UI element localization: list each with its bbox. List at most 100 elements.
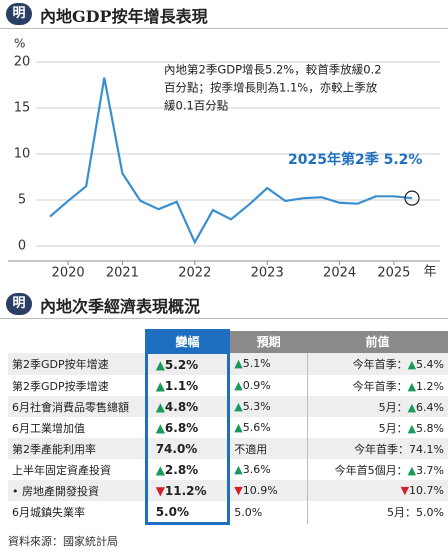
source: 資料來源：國家統計局 <box>8 535 118 548</box>
forecast-cell: ▲5.6% <box>228 417 308 438</box>
forecast-cell: ▲3.6% <box>228 459 308 480</box>
cell-value: 5.3% <box>242 400 271 413</box>
cell-value: 5.0% <box>416 506 444 520</box>
row-label: 第2季產能利用率 <box>8 438 147 459</box>
y-tick-label: 20 <box>14 55 31 70</box>
arrow: ▲ <box>155 357 165 372</box>
table-title: 內地次季經濟表現概況 <box>40 297 201 316</box>
change-cell: ▲6.8% <box>144 417 231 438</box>
cell-value: 4.8% <box>164 399 199 414</box>
table-row: 6月社會消費品零售總額 ▲4.8% ▲5.3% 5月：▲6.4% <box>8 396 448 417</box>
change-cell: 74.0% <box>144 438 231 459</box>
y-tick-label: 0 <box>18 239 26 254</box>
cell-value: 5.0% <box>155 504 189 519</box>
table-row: 6月城鎮失業率 5.0% 5.0% 5月：5.0% <box>8 501 448 525</box>
change-cell: ▲4.8% <box>144 396 231 417</box>
change-cell: ▲1.1% <box>144 375 231 396</box>
chart-header: 明 內地GDP按年增長表現 <box>0 0 448 29</box>
x-tick-label: 2024 <box>323 266 356 281</box>
y-tick-label: 15 <box>14 101 31 116</box>
cell-value: 5.1% <box>242 357 271 371</box>
cell-value: 不適用 <box>234 442 268 456</box>
x-unit: 年 <box>423 265 436 280</box>
cell-value: 10.9% <box>242 484 278 497</box>
cell-value: 1.2% <box>416 379 444 393</box>
table-row: 第2季GDP按年增速 ▲5.2% ▲5.1% 今年首季：▲5.4% <box>8 352 448 375</box>
cell-prefix: 5月： <box>387 506 417 520</box>
arrow: ▲ <box>234 421 243 434</box>
arrow: ▼ <box>400 484 410 497</box>
cell-value: 3.7% <box>416 463 444 477</box>
cell-prefix: 今年首季： <box>354 442 410 456</box>
cell-value: 5.2% <box>164 357 199 372</box>
forecast-cell: ▼10.9% <box>228 480 308 501</box>
arrow: ▲ <box>155 399 165 414</box>
arrow: ▼ <box>234 484 243 497</box>
column-header: 變幅 <box>144 329 231 354</box>
annotation: 內地第2季GDP增長5.2%，較首季放緩0.2 <box>164 63 382 77</box>
table-row: 第2季GDP按季增速 ▲1.1% ▲0.9% 今年首季：▲1.2% <box>8 375 448 396</box>
cell-value: 0.9% <box>242 379 271 392</box>
arrow: ▲ <box>407 379 417 393</box>
data-table: 變幅 預期 前值 第2季GDP按年增速 ▲5.2% ▲5.1% 今年首季：▲5.4% 第… <box>8 329 448 525</box>
previous-cell: 今年首5個月：▲3.7% <box>307 459 448 480</box>
forecast-cell: 不適用 <box>228 438 308 459</box>
previous-cell: 今年首季：▲5.4% <box>307 352 448 375</box>
cell-value: 6.8% <box>164 420 199 435</box>
callout: 2025年第2季 5.2% <box>288 151 422 168</box>
table-row: 第2季產能利用率 74.0% 不適用 今年首季：74.1% <box>8 438 448 459</box>
arrow: ▲ <box>155 462 165 477</box>
cell-value: 6.4% <box>416 400 444 414</box>
cell-prefix: 5月： <box>378 400 408 414</box>
chart-title: 內地GDP按年增長表現 <box>40 7 208 26</box>
column-header: 前值 <box>307 330 448 353</box>
row-label: 6月城鎮失業率 <box>8 501 147 524</box>
change-cell: ▲2.8% <box>144 459 231 480</box>
arrow: ▲ <box>155 420 165 435</box>
forecast-cell: 5.0% <box>228 501 308 524</box>
table-row: 6月工業增加值 ▲6.8% ▲5.6% 5月：▲5.8% <box>8 417 448 438</box>
logo: 明 <box>6 293 32 315</box>
y-tick-label: 10 <box>14 147 31 162</box>
arrow: ▲ <box>234 400 243 413</box>
row-label: • 房地產開發投資 <box>8 480 147 501</box>
cell-value: 1.1% <box>164 378 199 393</box>
x-tick-label: 2021 <box>106 266 139 281</box>
forecast-cell: ▲5.3% <box>228 396 308 417</box>
table-row: • 房地產開發投資 ▼11.2% ▼10.9% ▼10.7% <box>8 480 448 501</box>
table-row: 上半年固定資產投資 ▲2.8% ▲3.6% 今年首5個月：▲3.7% <box>8 459 448 480</box>
arrow: ▲ <box>407 421 417 435</box>
arrow: ▲ <box>155 378 165 393</box>
cell-value: 5.0% <box>234 505 263 519</box>
cell-value: 3.6% <box>242 463 271 476</box>
arrow: ▼ <box>155 483 165 498</box>
row-label: 第2季GDP按年增速 <box>8 352 147 375</box>
table-header: 明 內地次季經濟表現概況 <box>0 290 448 319</box>
logo: 明 <box>6 3 32 25</box>
cell-prefix: 5月： <box>378 421 408 435</box>
cell-value: 5.4% <box>416 357 444 371</box>
column-header: 預期 <box>228 330 308 353</box>
annotation: 百分點；按季增長則為1.1%，亦較上季放 <box>164 81 378 95</box>
arrow: ▲ <box>407 463 417 477</box>
row-label: 6月工業增加值 <box>8 417 147 438</box>
line <box>49 77 413 245</box>
cell-prefix: 今年首季： <box>352 357 408 371</box>
change-cell: ▲5.2% <box>144 352 231 375</box>
row-label: 6月社會消費品零售總額 <box>8 396 147 417</box>
change-cell: ▼11.2% <box>144 480 231 501</box>
cell-value: 74.0% <box>155 441 198 456</box>
blank-header <box>8 330 147 353</box>
forecast-cell: ▲0.9% <box>228 375 308 396</box>
previous-cell: 5月：5.0% <box>307 501 448 524</box>
previous-cell: ▼10.7% <box>307 480 448 501</box>
arrow: ▲ <box>234 379 243 392</box>
row-label: 上半年固定資產投資 <box>8 459 147 480</box>
cell-prefix: 今年首5個月： <box>334 463 408 477</box>
forecast-cell: ▲5.1% <box>228 352 308 375</box>
previous-cell: 今年首季：74.1% <box>307 438 448 459</box>
change-cell: 5.0% <box>144 501 231 525</box>
arrow: ▲ <box>234 357 243 371</box>
